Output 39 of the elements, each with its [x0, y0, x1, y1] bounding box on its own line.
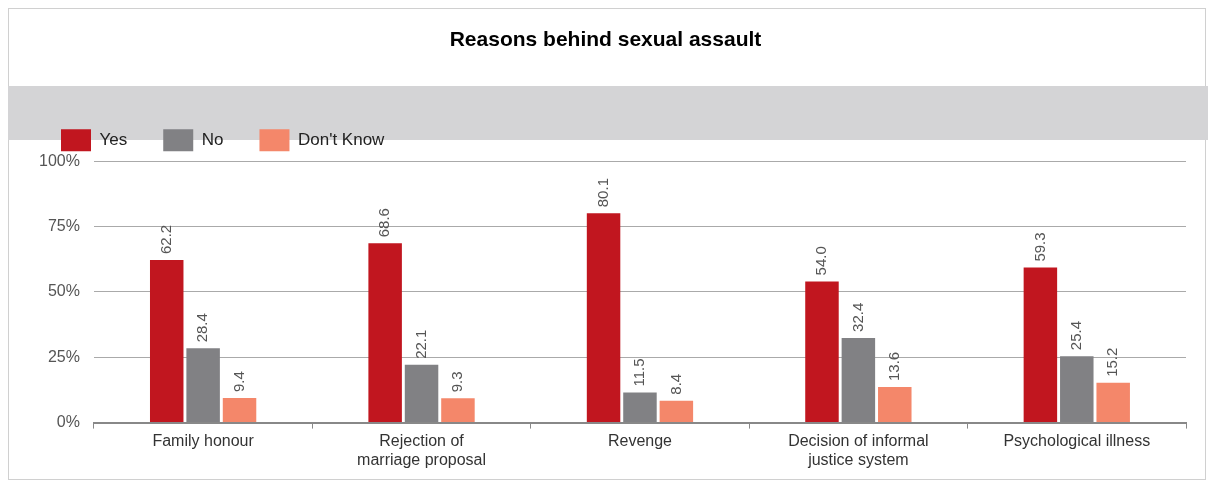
text: 13.6: [884, 351, 902, 382]
x-tick-label: Revenge: [607, 431, 673, 449]
x-tick-label: Rejection of marriage proposal: [357, 431, 487, 468]
bar: [1096, 382, 1130, 423]
bar: [222, 398, 257, 423]
x-tick-label: Family honour: [152, 431, 255, 449]
text: 62.2: [156, 224, 174, 255]
text: 9.3: [448, 371, 466, 393]
legend-label: No: [201, 129, 224, 149]
x-tick-label: Psychological illness: [1003, 431, 1151, 449]
legend-label: Don't Know: [297, 129, 386, 149]
y-tick-label: 75%: [47, 216, 80, 234]
bar: [805, 281, 839, 423]
chart-title: Reasons behind sexual assault: [449, 27, 762, 51]
y-tick-label: 100%: [39, 151, 80, 169]
bar: [368, 243, 402, 423]
legend-label: Yes: [99, 129, 128, 149]
text: 25.4: [1066, 321, 1084, 351]
bar: [1023, 267, 1058, 423]
y-tick-label: 50%: [47, 282, 80, 300]
bar: [586, 213, 621, 423]
text: 9.4: [229, 371, 247, 393]
y-tick-label: 0%: [56, 413, 80, 431]
text: 32.4: [848, 302, 866, 332]
x-tick-label: Decision of informal justice system: [788, 431, 929, 468]
text: 11.5: [630, 358, 648, 387]
bar: [441, 398, 475, 423]
text: 68.6: [375, 208, 393, 238]
text: 8.4: [666, 373, 684, 395]
y-tick-label: 25%: [47, 347, 80, 365]
text: 15.2: [1103, 347, 1121, 377]
text: 28.4: [193, 313, 211, 343]
text: 54.0: [812, 246, 830, 276]
bar: [878, 387, 912, 423]
bar: [659, 400, 694, 423]
text: 80.1: [593, 178, 611, 208]
bar: [149, 260, 184, 423]
text: 22.1: [411, 329, 429, 359]
text: 59.3: [1030, 232, 1048, 262]
